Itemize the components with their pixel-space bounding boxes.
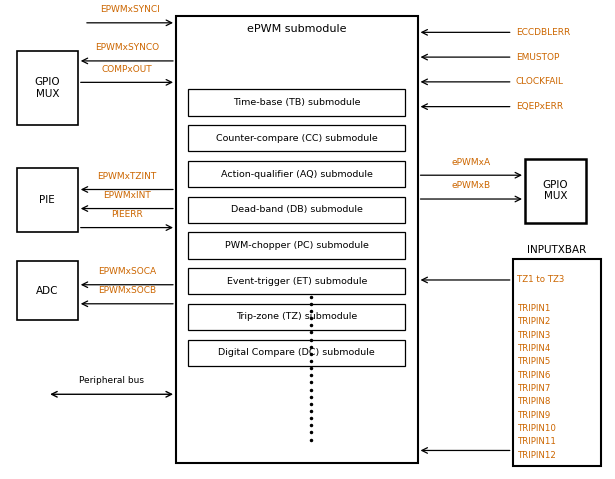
Text: Peripheral bus: Peripheral bus xyxy=(79,376,144,385)
Text: EPWMxSYNCI: EPWMxSYNCI xyxy=(100,5,160,14)
Text: Event-trigger (ET) submodule: Event-trigger (ET) submodule xyxy=(226,277,367,285)
Text: EQEPxERR: EQEPxERR xyxy=(515,102,563,111)
Bar xyxy=(17,51,78,125)
Text: TRIPIN11: TRIPIN11 xyxy=(517,437,557,446)
Text: EPWMxINT: EPWMxINT xyxy=(103,191,151,200)
Bar xyxy=(188,197,405,223)
Text: EMUSTOP: EMUSTOP xyxy=(515,53,559,62)
Text: EPWMxTZINT: EPWMxTZINT xyxy=(97,172,157,181)
Text: Trip-zone (TZ) submodule: Trip-zone (TZ) submodule xyxy=(236,312,357,321)
Text: EPWMxSOCB: EPWMxSOCB xyxy=(98,286,156,295)
Text: ADC: ADC xyxy=(36,285,58,296)
Text: COMPxOUT: COMPxOUT xyxy=(101,65,152,74)
Text: PWM-chopper (PC) submodule: PWM-chopper (PC) submodule xyxy=(225,241,369,250)
Text: Counter-compare (CC) submodule: Counter-compare (CC) submodule xyxy=(216,134,378,143)
Text: ePWM submodule: ePWM submodule xyxy=(247,24,346,34)
Text: TRIPIN7: TRIPIN7 xyxy=(517,384,551,393)
Text: TRIPIN6: TRIPIN6 xyxy=(517,371,551,380)
Text: Action-qualifier (AQ) submodule: Action-qualifier (AQ) submodule xyxy=(221,170,373,179)
Text: TZ1 to TZ3: TZ1 to TZ3 xyxy=(517,275,565,285)
Text: EPWMxSYNCO: EPWMxSYNCO xyxy=(95,43,159,52)
Text: PIEERR: PIEERR xyxy=(111,210,143,219)
Bar xyxy=(17,261,78,320)
Bar xyxy=(525,159,586,223)
Bar xyxy=(188,340,405,365)
Text: TRIPIN3: TRIPIN3 xyxy=(517,331,551,340)
Text: TRIPIN4: TRIPIN4 xyxy=(517,344,551,353)
Bar xyxy=(188,90,405,116)
Text: TRIPIN10: TRIPIN10 xyxy=(517,424,557,433)
Text: PIE: PIE xyxy=(39,195,55,205)
Text: EPWMxSOCA: EPWMxSOCA xyxy=(98,267,156,276)
Text: ePWMxA: ePWMxA xyxy=(451,158,491,167)
Text: TRIPIN9: TRIPIN9 xyxy=(517,411,551,420)
Text: GPIO
MUX: GPIO MUX xyxy=(542,180,568,202)
Text: GPIO
MUX: GPIO MUX xyxy=(34,78,60,99)
Text: CLOCKFAIL: CLOCKFAIL xyxy=(515,78,564,86)
Text: INPUTXBAR: INPUTXBAR xyxy=(527,245,587,255)
Bar xyxy=(188,268,405,294)
Text: TRIPIN1: TRIPIN1 xyxy=(517,304,551,313)
Text: Digital Compare (DC) submodule: Digital Compare (DC) submodule xyxy=(218,348,375,357)
Bar xyxy=(512,259,601,466)
Bar xyxy=(188,125,405,151)
Text: Time-base (TB) submodule: Time-base (TB) submodule xyxy=(233,98,360,107)
Text: ECCDBLERR: ECCDBLERR xyxy=(515,28,570,37)
Text: Dead-band (DB) submodule: Dead-band (DB) submodule xyxy=(231,205,363,214)
Bar xyxy=(188,232,405,259)
Text: TRIPIN12: TRIPIN12 xyxy=(517,451,557,460)
Text: TRIPIN5: TRIPIN5 xyxy=(517,357,551,366)
Bar xyxy=(176,16,418,463)
Text: TRIPIN2: TRIPIN2 xyxy=(517,318,551,326)
Bar xyxy=(17,168,78,232)
Bar xyxy=(188,161,405,187)
Bar xyxy=(188,304,405,330)
Text: TRIPIN8: TRIPIN8 xyxy=(517,398,551,406)
Text: ePWMxB: ePWMxB xyxy=(451,182,491,191)
